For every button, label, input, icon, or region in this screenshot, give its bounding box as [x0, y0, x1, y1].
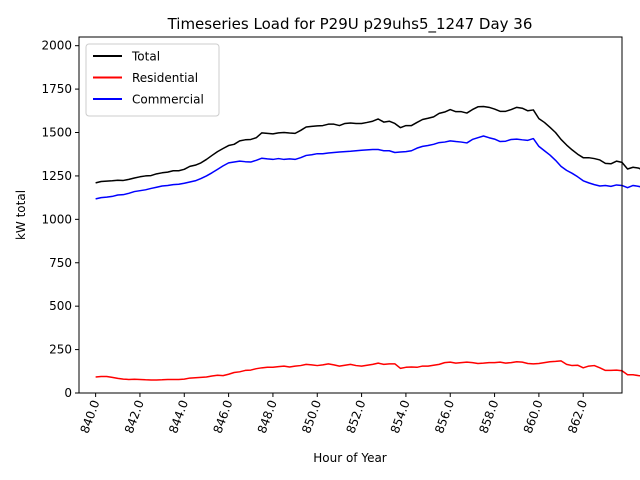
series-line-residential	[95, 360, 640, 381]
series-line-total	[95, 105, 640, 184]
legend-label-commercial: Commercial	[132, 93, 204, 107]
y-tick-label: 2000	[41, 39, 72, 53]
y-axis: 0 250 500 750 1000 1250 1500 1750 2000	[41, 39, 79, 400]
chart-title: Timeseries Load for P29U p29uhs5_1247 Da…	[167, 15, 533, 34]
y-tick-label: 1500	[41, 126, 72, 140]
y-tick-label: 1000	[41, 212, 72, 226]
y-tick-label: 750	[49, 256, 72, 270]
legend-label-residential: Residential	[132, 71, 198, 85]
y-tick-label: 1250	[41, 169, 72, 183]
legend: Total Residential Commercial	[85, 43, 220, 117]
y-tick-label: 500	[49, 299, 72, 313]
y-axis-label: kW total	[14, 190, 28, 240]
legend-label-total: Total	[131, 50, 160, 64]
series-layer	[95, 105, 640, 381]
y-tick-label: 0	[64, 386, 72, 400]
y-tick-label: 250	[49, 343, 72, 357]
series-line-commercial	[95, 135, 640, 200]
y-tick-label: 1750	[41, 82, 72, 96]
x-axis-label: Hour of Year	[313, 451, 387, 465]
plot-frame	[78, 36, 623, 394]
